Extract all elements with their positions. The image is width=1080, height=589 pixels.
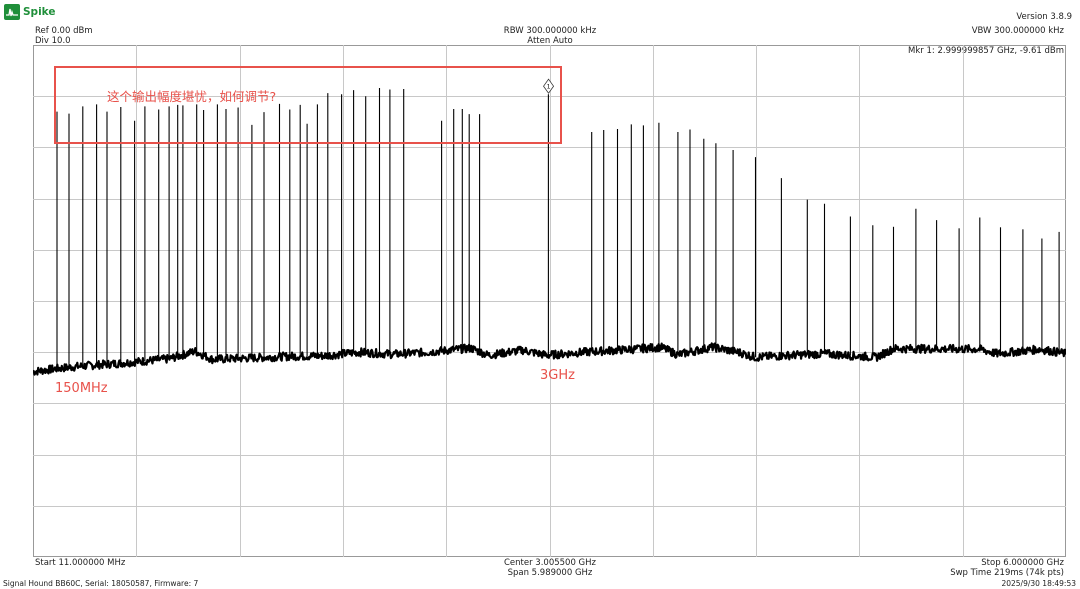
spectrum-plot[interactable]: -20.00-40.00-60.00-80.00-100.00 1: [33, 45, 1066, 557]
center-freq-label: Center 3.005500 GHz: [503, 558, 596, 568]
spike-logo: Spike: [4, 4, 56, 20]
spike-logo-icon: [4, 4, 20, 20]
device-info: Signal Hound BB60C, Serial: 18050587, Fi…: [3, 579, 199, 588]
timestamp: 2025/9/30 18:49:53: [1001, 579, 1076, 588]
span-label: Span 5.989000 GHz: [507, 568, 593, 578]
start-freq-label: Start 11.000000 MHz: [35, 558, 126, 568]
spectrum-trace: [33, 88, 1066, 376]
noise-floor-trace: [33, 342, 1066, 376]
annotation-box: [54, 66, 562, 144]
div-label: Div 10.0: [35, 36, 71, 46]
marker-diamond-icon: [543, 78, 555, 94]
version-label: Version 3.8.9: [1016, 12, 1072, 22]
stop-freq-label: Stop 6.000000 GHz: [981, 558, 1064, 568]
vbw-label: VBW 300.000000 kHz: [971, 26, 1064, 36]
marker-number: 1: [546, 83, 550, 91]
ref-level-label: Ref 0.00 dBm: [35, 26, 93, 36]
marker-1: 1: [543, 78, 555, 94]
marker-readout: Mkr 1: 2.999999857 GHz, -9.61 dBm: [908, 46, 1064, 56]
label-3ghz: 3GHz: [540, 368, 575, 383]
sweep-time-label: Swp Time 219ms (74k pts): [950, 568, 1064, 578]
logo-text: Spike: [23, 6, 56, 18]
atten-label: Atten Auto: [527, 36, 573, 46]
annotation-question: 这个输出幅度堪忧，如何调节?: [107, 89, 277, 104]
rbw-label: RBW 300.000000 kHz: [503, 26, 597, 36]
label-150mhz: 150MHz: [55, 381, 108, 396]
